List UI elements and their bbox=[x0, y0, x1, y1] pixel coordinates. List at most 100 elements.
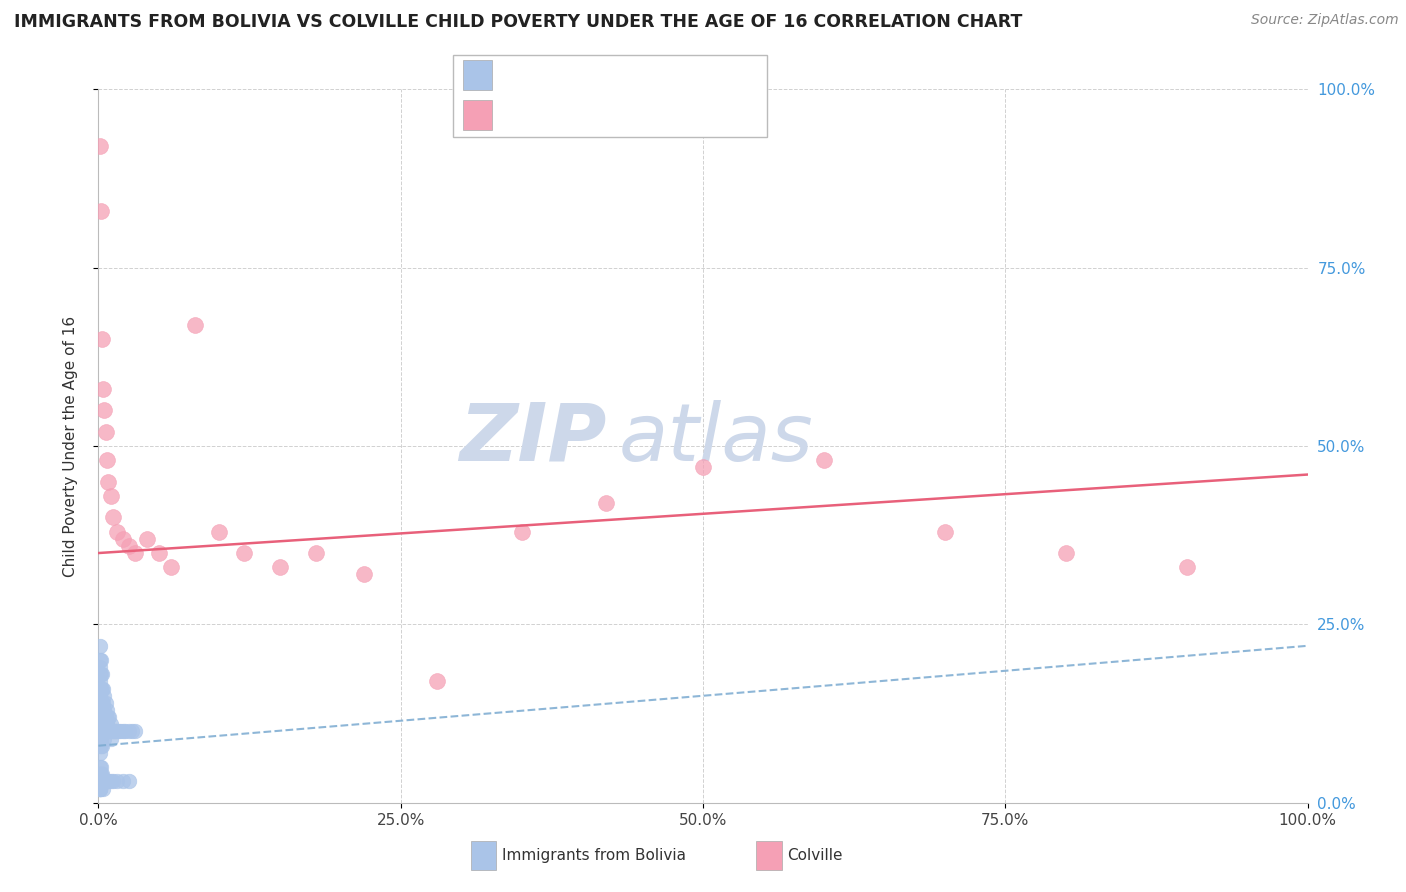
Point bbox=[184, 318, 207, 332]
FancyBboxPatch shape bbox=[453, 55, 766, 136]
Point bbox=[89, 660, 111, 674]
Point bbox=[121, 724, 143, 739]
Point bbox=[124, 724, 146, 739]
Text: IMMIGRANTS FROM BOLIVIA VS COLVILLE CHILD POVERTY UNDER THE AGE OF 16 CORRELATIO: IMMIGRANTS FROM BOLIVIA VS COLVILLE CHIL… bbox=[14, 13, 1022, 31]
Point bbox=[90, 710, 112, 724]
Point bbox=[94, 774, 117, 789]
Point bbox=[91, 667, 114, 681]
Point bbox=[91, 774, 114, 789]
Point bbox=[100, 717, 122, 731]
Point bbox=[96, 774, 118, 789]
Point bbox=[1054, 546, 1077, 560]
Point bbox=[104, 724, 127, 739]
Point bbox=[90, 681, 112, 696]
Text: N =: N = bbox=[624, 107, 661, 122]
Point bbox=[91, 681, 114, 696]
Text: Immigrants from Bolivia: Immigrants from Bolivia bbox=[502, 848, 686, 863]
Point bbox=[89, 760, 111, 774]
Point bbox=[97, 475, 120, 489]
Text: 0.103: 0.103 bbox=[547, 107, 598, 122]
Text: R =: R = bbox=[502, 67, 537, 82]
Point bbox=[91, 332, 114, 346]
Point bbox=[97, 774, 120, 789]
Point bbox=[93, 774, 115, 789]
Point bbox=[105, 724, 128, 739]
Point bbox=[93, 403, 115, 417]
Text: N =: N = bbox=[624, 67, 661, 82]
Point bbox=[305, 546, 328, 560]
Point bbox=[108, 724, 131, 739]
Point bbox=[96, 703, 118, 717]
Point bbox=[93, 717, 115, 731]
Point bbox=[89, 681, 111, 696]
Text: 0.077: 0.077 bbox=[547, 67, 598, 82]
Point bbox=[90, 739, 112, 753]
Point bbox=[148, 546, 170, 560]
Point bbox=[1175, 560, 1198, 574]
Point bbox=[89, 781, 111, 796]
Point bbox=[101, 510, 124, 524]
Point bbox=[89, 139, 111, 153]
Point bbox=[89, 781, 111, 796]
Point bbox=[93, 703, 115, 717]
Point bbox=[90, 774, 112, 789]
Text: atlas: atlas bbox=[619, 400, 813, 478]
Point bbox=[90, 724, 112, 739]
Point bbox=[93, 689, 115, 703]
Point bbox=[90, 767, 112, 781]
Point bbox=[89, 739, 111, 753]
Point bbox=[135, 532, 157, 546]
Point bbox=[118, 774, 141, 789]
Point bbox=[90, 760, 112, 774]
Point bbox=[160, 560, 183, 574]
Point bbox=[114, 724, 136, 739]
Point bbox=[94, 724, 117, 739]
Point bbox=[89, 674, 111, 689]
Y-axis label: Child Poverty Under the Age of 16: Child Poverty Under the Age of 16 bbox=[63, 316, 77, 576]
Point bbox=[89, 703, 111, 717]
Point bbox=[89, 639, 111, 653]
Point bbox=[96, 453, 118, 467]
Point bbox=[97, 724, 120, 739]
Point bbox=[100, 731, 122, 746]
Point bbox=[89, 781, 111, 796]
Text: Colville: Colville bbox=[787, 848, 842, 863]
Point bbox=[111, 532, 134, 546]
Point bbox=[101, 724, 124, 739]
Point bbox=[90, 203, 112, 218]
Point bbox=[91, 710, 114, 724]
Point bbox=[89, 689, 111, 703]
Point bbox=[89, 767, 111, 781]
Point bbox=[89, 696, 111, 710]
Text: 84: 84 bbox=[669, 67, 692, 82]
Point bbox=[118, 724, 141, 739]
Point bbox=[100, 774, 122, 789]
Point bbox=[269, 560, 291, 574]
Point bbox=[89, 710, 111, 724]
Point bbox=[595, 496, 617, 510]
Point bbox=[91, 724, 114, 739]
Text: Source: ZipAtlas.com: Source: ZipAtlas.com bbox=[1251, 13, 1399, 28]
Point bbox=[89, 746, 111, 760]
Point bbox=[105, 524, 128, 539]
Point bbox=[97, 710, 120, 724]
Text: ZIP: ZIP bbox=[458, 400, 606, 478]
Point bbox=[89, 731, 111, 746]
Point bbox=[232, 546, 254, 560]
Point bbox=[94, 425, 117, 439]
Point bbox=[94, 710, 117, 724]
Point bbox=[101, 774, 124, 789]
Point bbox=[91, 696, 114, 710]
Point bbox=[692, 460, 714, 475]
Point bbox=[105, 774, 128, 789]
Point bbox=[89, 653, 111, 667]
Point bbox=[91, 767, 114, 781]
Text: R =: R = bbox=[502, 107, 537, 122]
Point bbox=[89, 781, 111, 796]
Point bbox=[90, 667, 112, 681]
Point bbox=[103, 724, 125, 739]
Point bbox=[91, 382, 114, 396]
Point bbox=[100, 724, 122, 739]
Point bbox=[96, 717, 118, 731]
Point bbox=[98, 724, 121, 739]
